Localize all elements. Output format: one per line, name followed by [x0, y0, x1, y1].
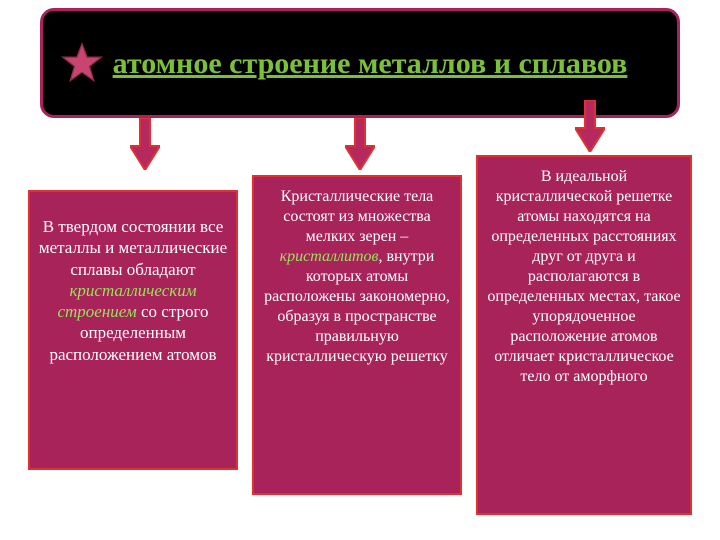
arrow-1	[130, 118, 160, 170]
page-title: атомное строение металлов и сплавов	[103, 44, 677, 83]
box2-pre: Кристаллические тела состоят из множеств…	[281, 188, 434, 245]
star-icon	[61, 42, 103, 84]
box2-post: , внутри которых атомы расположены закон…	[264, 248, 450, 365]
box3-text: В идеальной кристаллической решетке атом…	[487, 168, 680, 385]
box1-pre: В твердом состоянии все металлы и металл…	[39, 217, 227, 279]
arrow-3	[575, 100, 605, 152]
arrow-2	[345, 118, 375, 170]
info-box-3: В идеальной кристаллической решетке атом…	[476, 155, 692, 515]
info-box-2: Кристаллические тела состоят из множеств…	[252, 175, 462, 495]
box2-highlight: кристаллитов	[280, 248, 379, 265]
info-box-1: В твердом состоянии все металлы и металл…	[28, 190, 238, 470]
